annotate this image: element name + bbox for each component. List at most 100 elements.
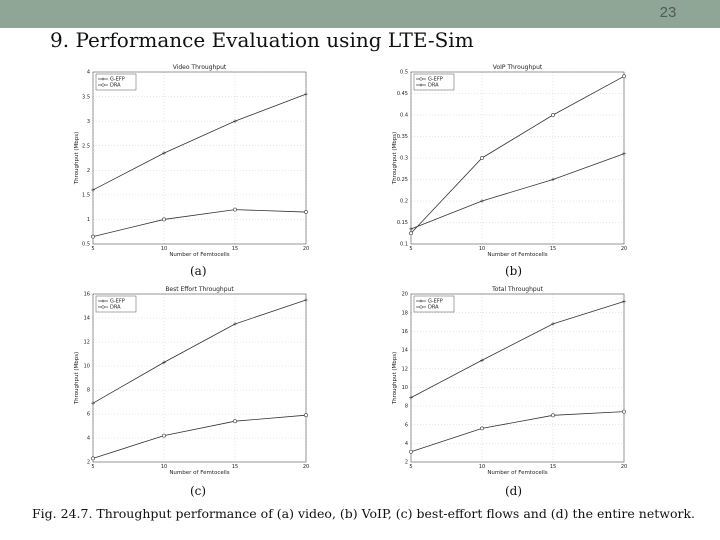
panel-label-d: (d) bbox=[505, 484, 523, 498]
x-tick-label: 15 bbox=[550, 246, 556, 252]
data-point bbox=[304, 92, 308, 96]
data-point bbox=[551, 322, 555, 326]
chart-a: Video Throughput 0.5 1 1.5 2 2.5 3 3.5 4 5 10 15 20 N… bbox=[74, 64, 309, 258]
x-tick-label: 5 bbox=[91, 246, 94, 252]
series-line bbox=[92, 93, 307, 191]
legend-label: DRA bbox=[428, 305, 439, 311]
data-point bbox=[304, 210, 308, 214]
x-tick-label: 20 bbox=[303, 246, 309, 252]
x-tick-label: 5 bbox=[409, 464, 412, 470]
y-tick-label: 12 bbox=[402, 366, 408, 372]
y-tick-label: 2.5 bbox=[82, 143, 90, 149]
y-tick-label: 4 bbox=[87, 436, 90, 442]
figure-caption: Fig. 24.7. Throughput performance of (a)… bbox=[32, 506, 696, 521]
legend-marker bbox=[101, 305, 105, 309]
x-tick-label: 10 bbox=[479, 464, 485, 470]
legend-label: DRA bbox=[428, 83, 439, 89]
legend-box bbox=[95, 73, 137, 91]
y-tick-label: 0.35 bbox=[397, 134, 408, 140]
series-line bbox=[92, 209, 307, 238]
data-point bbox=[409, 449, 413, 454]
plot-frame bbox=[410, 71, 625, 245]
data-point bbox=[162, 433, 166, 438]
x-tick-label: 15 bbox=[232, 464, 238, 470]
data-point bbox=[622, 409, 626, 414]
legend-marker bbox=[419, 299, 423, 303]
x-tick-label: 5 bbox=[409, 246, 412, 252]
data-point bbox=[409, 395, 413, 400]
data-point bbox=[91, 234, 95, 239]
data-point bbox=[162, 217, 166, 222]
slide-title: 9. Performance Evaluation using LTE-Sim bbox=[50, 28, 474, 52]
chart-c: Best Effort Throughput 2 4 6 8 10 12 14 16 5 10 15 2… bbox=[74, 286, 309, 476]
legend-label: G-EFP bbox=[110, 77, 125, 83]
y-axis-label: Throughput (Mbps) bbox=[392, 132, 398, 186]
chart-panel-c: Best Effort Throughput 2 4 6 8 10 12 14 16 5 10 15 2… bbox=[66, 284, 320, 480]
y-tick-label: 2 bbox=[87, 168, 90, 174]
plot-frame bbox=[410, 293, 625, 463]
data-point bbox=[480, 156, 484, 160]
chart-panel-d: Total Throughput 2 4 6 8 10 12 14 16 18 20 5 10 15 20 N… bbox=[384, 284, 638, 480]
y-tick-label: 0.5 bbox=[82, 242, 90, 248]
y-tick-label: 4 bbox=[405, 441, 408, 447]
legend-marker bbox=[419, 83, 423, 87]
data-point bbox=[91, 456, 95, 461]
y-tick-label: 20 bbox=[402, 292, 408, 298]
chart-b: VoIP Throughput 0.1 0.15 0.2 0.25 0.3 0.35 0.4 0… bbox=[392, 64, 627, 258]
series-line bbox=[410, 75, 625, 234]
chart-d: Total Throughput 2 4 6 8 10 12 14 16 18 20 5 10 15 20 N… bbox=[392, 286, 627, 476]
x-tick-label: 5 bbox=[91, 464, 94, 470]
data-point bbox=[622, 151, 626, 156]
y-tick-label: 0.3 bbox=[400, 156, 408, 162]
chart-title: Total Throughput bbox=[491, 286, 543, 293]
y-axis-label: Throughput (Mbps) bbox=[392, 352, 398, 406]
chart-title: VoIP Throughput bbox=[493, 64, 543, 71]
x-tick-label: 15 bbox=[232, 246, 238, 252]
data-point bbox=[233, 419, 237, 424]
y-tick-label: 10 bbox=[84, 364, 90, 370]
data-point bbox=[480, 199, 484, 203]
series-line bbox=[410, 411, 625, 453]
y-tick-label: 3.5 bbox=[82, 94, 90, 100]
series-line bbox=[410, 301, 625, 398]
y-tick-label: 18 bbox=[402, 310, 408, 316]
y-tick-label: 8 bbox=[405, 404, 408, 410]
legend-marker bbox=[419, 77, 423, 81]
data-point bbox=[304, 413, 308, 418]
data-point bbox=[551, 177, 555, 182]
data-point bbox=[480, 358, 484, 363]
legend-marker bbox=[101, 77, 105, 81]
legend-marker bbox=[101, 299, 105, 303]
y-tick-label: 12 bbox=[84, 340, 90, 346]
plot-frame bbox=[92, 293, 307, 463]
panel-label-c: (c) bbox=[190, 484, 207, 498]
data-point bbox=[622, 299, 626, 304]
y-tick-label: 0.4 bbox=[400, 113, 408, 119]
y-tick-label: 0.15 bbox=[397, 220, 408, 226]
y-axis-label: Throughput (Mbps) bbox=[74, 132, 80, 186]
y-tick-label: 1 bbox=[87, 217, 90, 223]
series-line bbox=[92, 299, 307, 404]
x-axis-label: Number of Femtocells bbox=[169, 252, 229, 258]
y-axis-label: Throughput (Mbps) bbox=[74, 352, 80, 406]
data-point bbox=[622, 74, 626, 79]
x-tick-label: 10 bbox=[161, 246, 167, 252]
x-axis-label: Number of Femtocells bbox=[487, 252, 547, 258]
x-tick-label: 20 bbox=[621, 246, 627, 252]
series-line bbox=[410, 153, 625, 230]
y-tick-label: 0.45 bbox=[397, 91, 408, 97]
data-point bbox=[304, 298, 308, 302]
data-point bbox=[91, 188, 95, 192]
legend-label: G-EFP bbox=[428, 299, 443, 305]
legend-label: G-EFP bbox=[428, 77, 443, 83]
y-tick-label: 8 bbox=[87, 388, 90, 394]
data-point bbox=[162, 151, 166, 155]
legend-box bbox=[413, 295, 455, 313]
series-line bbox=[92, 414, 307, 459]
x-tick-label: 15 bbox=[550, 464, 556, 470]
top-bar bbox=[0, 0, 720, 28]
y-tick-label: 3 bbox=[87, 119, 90, 125]
panel-label-a: (a) bbox=[190, 264, 207, 278]
legend-marker bbox=[419, 305, 423, 309]
y-tick-label: 0.2 bbox=[400, 199, 408, 205]
